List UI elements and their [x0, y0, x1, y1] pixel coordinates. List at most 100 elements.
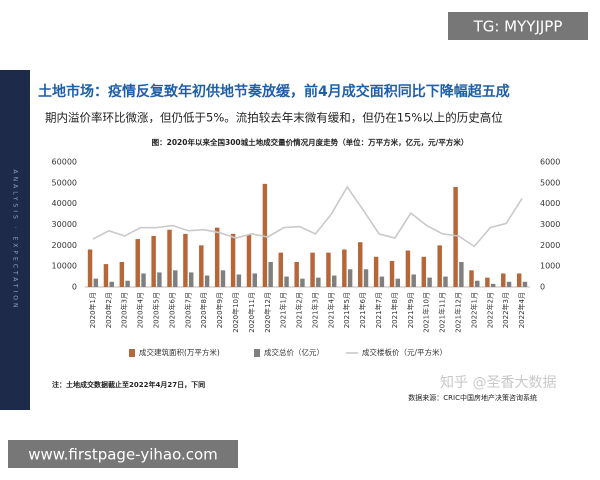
bar — [389, 260, 395, 287]
bar — [199, 245, 204, 287]
bar — [262, 183, 268, 287]
bar — [252, 273, 257, 287]
bar — [453, 187, 458, 287]
subtitle: 期内溢价率环比微涨，但仍低于5%。流拍较去年末微有缓和，但仍在15%以上的历史高… — [45, 111, 503, 125]
bar — [135, 239, 140, 287]
bar — [469, 270, 474, 287]
bar — [236, 274, 242, 287]
legend-label: 成交建筑面积(万平方米) — [139, 347, 220, 357]
note: 注：土地成交数据截止至2022年4月27日，下同 — [52, 380, 205, 389]
y-tick-label: 50000 — [52, 178, 77, 187]
side-text: ANALYSIS · EXPECTATION — [12, 170, 19, 311]
watermark-box — [448, 12, 588, 40]
x-tick-label: 2021年12月 — [453, 292, 462, 333]
y2-tick-label: 4000 — [540, 199, 560, 208]
x-tick-label: 2020年1月 — [88, 292, 97, 328]
bar — [141, 273, 146, 287]
x-tick-label: 2020年6月 — [167, 292, 176, 328]
y2-tick-label: 3000 — [540, 220, 560, 229]
bar — [300, 278, 305, 287]
x-tick-label: 2021年1月 — [279, 292, 288, 328]
bar — [342, 249, 347, 287]
bar — [485, 277, 490, 287]
side-strip — [0, 70, 30, 410]
bar — [151, 235, 156, 287]
y2-tick-label: 1000 — [540, 262, 560, 271]
legend-label: 成交楼板价（元/平方米） — [362, 347, 447, 357]
y-tick-label: 60000 — [52, 158, 77, 167]
watermark-box — [8, 440, 238, 468]
bar — [490, 283, 496, 287]
y2-tick-label: 0 — [540, 283, 545, 292]
bar — [475, 280, 480, 287]
bar — [437, 245, 442, 287]
bar — [284, 276, 289, 287]
x-tick-label: 2020年5月 — [152, 292, 161, 328]
slide — [0, 70, 600, 410]
watermark: www.firstpage-yihao.com — [28, 446, 218, 464]
x-tick-label: 2022年3月 — [501, 292, 510, 328]
y2-tick-label: 5000 — [540, 178, 560, 187]
bar — [93, 278, 99, 287]
bar — [522, 281, 528, 287]
x-tick-label: 2021年6月 — [358, 292, 367, 328]
bar — [294, 262, 299, 287]
y-tick-label: 40000 — [52, 199, 77, 208]
x-tick-label: 2020年7月 — [183, 292, 192, 328]
legend-swatch — [254, 349, 260, 357]
bar — [188, 272, 194, 287]
x-tick-label: 2022年2月 — [485, 292, 494, 328]
x-tick-label: 2021年7月 — [374, 292, 383, 328]
x-tick-label: 2022年4月 — [517, 292, 526, 328]
y2-tick-label: 2000 — [540, 241, 560, 250]
bar — [421, 256, 427, 287]
bar — [411, 274, 416, 287]
bar — [379, 276, 385, 287]
x-tick-label: 2021年3月 — [310, 292, 319, 328]
x-tick-label: 2021年11月 — [438, 292, 447, 333]
bar — [167, 229, 172, 287]
bar — [373, 256, 379, 287]
source: 数据来源：CRIC中国房地产决策咨询系统 — [408, 393, 537, 402]
bar — [363, 269, 369, 287]
bar — [103, 264, 109, 287]
bar — [501, 273, 506, 287]
x-tick-label: 2022年1月 — [469, 292, 478, 328]
header: 土地市场：疫情反复致年初供地节奏放缓，前4月成交面积同比下降幅超五成 — [38, 83, 510, 100]
watermark: 知乎 @圣香大数据 — [440, 374, 556, 391]
bar — [173, 270, 178, 287]
bar — [358, 242, 363, 287]
x-tick-label: 2020年4月 — [136, 292, 145, 328]
bar — [516, 273, 522, 287]
bar — [183, 233, 188, 287]
line — [92, 185, 523, 248]
bar — [204, 275, 210, 287]
x-tick-label: 2021年4月 — [326, 292, 335, 328]
y2-tick-label: 6000 — [540, 158, 560, 167]
x-tick-label: 2020年10月 — [231, 292, 240, 333]
legend-label: 成交总价（亿元） — [264, 347, 324, 357]
bar — [278, 252, 283, 287]
x-tick-label: 2021年2月 — [295, 292, 304, 328]
bar — [395, 278, 401, 287]
bar — [230, 233, 236, 287]
bar — [405, 250, 411, 287]
bar — [326, 252, 331, 287]
x-tick-label: 2021年10月 — [422, 292, 431, 333]
watermark: TG: MYYJJPP — [473, 18, 563, 36]
bar — [459, 262, 464, 287]
bar — [347, 269, 353, 287]
x-tick-label: 2020年12月 — [263, 292, 272, 333]
bar — [125, 280, 130, 287]
bar — [506, 281, 512, 287]
y-tick-label: 20000 — [52, 241, 77, 250]
bar — [109, 281, 114, 287]
bar — [427, 277, 432, 287]
y-tick-label: 0 — [72, 283, 77, 292]
bar — [157, 272, 162, 287]
x-tick-label: 2021年8月 — [390, 292, 399, 328]
bar — [214, 227, 220, 287]
bar — [220, 270, 226, 287]
